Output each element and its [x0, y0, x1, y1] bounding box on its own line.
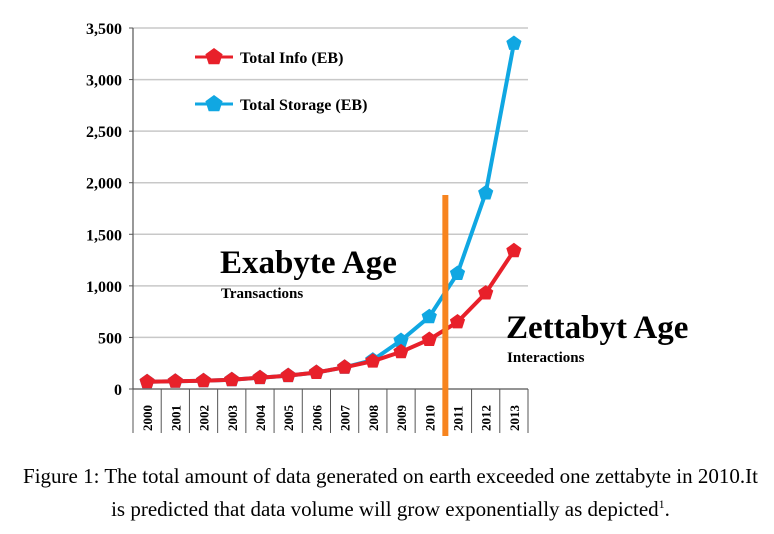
data-point — [365, 353, 381, 368]
data-point — [195, 372, 212, 388]
annotation-exabyte-subtitle: Transactions — [221, 286, 303, 302]
y-tick-label: 1,500 — [86, 227, 122, 244]
data-point — [393, 343, 409, 359]
x-tick-label: 2013 — [507, 405, 522, 432]
x-tick-label: 2000 — [140, 405, 155, 431]
data-point — [139, 373, 155, 389]
grid — [133, 27, 528, 339]
data-point — [421, 331, 437, 346]
y-tick-label: 2,000 — [86, 176, 122, 193]
series-line — [147, 43, 516, 384]
data-point — [506, 242, 522, 258]
series-total-storage — [139, 35, 522, 389]
x-tick-label: 2011 — [450, 406, 465, 431]
x-tick-label: 2004 — [253, 405, 268, 432]
y-tick-label: 3,000 — [86, 73, 122, 90]
y-tick-label: 0 — [114, 382, 122, 399]
legend-label: Total Info (EB) — [240, 50, 343, 67]
x-tick-label: 2006 — [309, 405, 324, 432]
x-tick-label: 2009 — [394, 405, 409, 432]
data-point — [506, 35, 522, 50]
y-axis-ticks: 0 500 1,000 1,500 2,000 2,500 3,000 3,500 — [86, 21, 122, 399]
x-axis-ticks: 2000 2001 2002 2003 2004 2005 2006 2007 2008 2009… — [140, 405, 522, 432]
legend-label: Total Storage (EB) — [240, 97, 367, 114]
x-tick-label: 2007 — [338, 405, 353, 432]
data-point — [449, 265, 466, 280]
data-point — [393, 332, 409, 347]
data-point — [478, 285, 494, 300]
y-tick-label: 1,000 — [86, 279, 122, 296]
data-point — [449, 314, 466, 329]
data-point — [252, 369, 268, 385]
x-tick-label: 2003 — [225, 405, 240, 432]
y-tick-label: 500 — [98, 330, 122, 347]
annotation-zettabyte-title: Zettabyt Age — [506, 310, 688, 346]
data-point — [280, 367, 296, 383]
y-tick-label: 3,500 — [86, 21, 122, 38]
x-tick-label: 2005 — [281, 405, 296, 432]
legend-marker — [205, 48, 223, 65]
x-tick-label: 2008 — [366, 405, 381, 432]
annotation-exabyte-title: Exabyte Age — [220, 245, 397, 281]
caption-footnote: 1 — [658, 497, 665, 511]
x-tick-label: 2012 — [479, 405, 494, 431]
caption-text: Figure 1: The total amount of data gener… — [23, 464, 758, 521]
data-point — [308, 364, 324, 379]
legend: Total Info (EB) Total Storage (EB) — [195, 48, 367, 114]
data-point — [421, 308, 437, 324]
caption-end: . — [664, 497, 670, 521]
legend-marker — [205, 95, 223, 112]
annotation-zettabyte-subtitle: Interactions — [507, 350, 585, 366]
data-point — [337, 359, 353, 374]
legend-entry-total-info: Total Info (EB) — [195, 48, 343, 67]
x-tick-label: 2002 — [197, 405, 212, 431]
legend-entry-total-storage: Total Storage (EB) — [195, 95, 367, 114]
data-point — [224, 371, 240, 387]
y-tick-label: 2,500 — [86, 124, 122, 141]
data-point — [167, 373, 183, 388]
x-tick-label: 2001 — [168, 405, 183, 431]
data-point — [478, 185, 494, 200]
series-total-info — [139, 242, 522, 389]
series-lines — [139, 35, 522, 389]
x-tick-label: 2010 — [422, 405, 437, 431]
figure-caption: Figure 1: The total amount of data gener… — [18, 462, 763, 523]
